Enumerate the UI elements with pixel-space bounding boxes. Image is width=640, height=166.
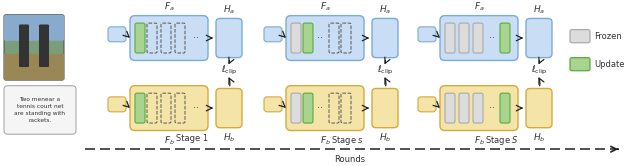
Text: Frozen: Frozen	[594, 32, 621, 41]
Text: Rounds: Rounds	[335, 155, 365, 164]
Text: $\ell_{\rm clip}$: $\ell_{\rm clip}$	[221, 64, 237, 77]
Text: $F_b$: $F_b$	[164, 134, 175, 147]
FancyBboxPatch shape	[526, 18, 552, 58]
Text: $x_b$: $x_b$	[422, 99, 432, 110]
Text: $\ell_{\rm clip}$: $\ell_{\rm clip}$	[377, 64, 394, 77]
FancyBboxPatch shape	[264, 27, 282, 42]
FancyBboxPatch shape	[500, 23, 510, 53]
Text: Update: Update	[594, 60, 625, 69]
FancyBboxPatch shape	[418, 27, 436, 42]
Text: $H_b$: $H_b$	[379, 131, 391, 144]
Text: $F_a$: $F_a$	[319, 0, 330, 13]
FancyBboxPatch shape	[445, 93, 455, 123]
Text: $H_a$: $H_a$	[223, 3, 235, 16]
Text: ··: ··	[489, 103, 495, 113]
FancyBboxPatch shape	[459, 23, 469, 53]
FancyBboxPatch shape	[303, 93, 313, 123]
Text: $F_b$: $F_b$	[319, 134, 330, 147]
Text: $F_a$: $F_a$	[474, 0, 484, 13]
FancyBboxPatch shape	[473, 93, 483, 123]
Text: ··: ··	[489, 33, 495, 43]
FancyBboxPatch shape	[570, 58, 590, 71]
FancyBboxPatch shape	[216, 18, 242, 58]
FancyBboxPatch shape	[526, 88, 552, 128]
FancyBboxPatch shape	[372, 88, 398, 128]
Text: $x_a$: $x_a$	[112, 29, 122, 40]
FancyBboxPatch shape	[4, 86, 76, 134]
Text: $F_b$: $F_b$	[474, 134, 484, 147]
Text: Stage $S$: Stage $S$	[485, 134, 519, 147]
FancyBboxPatch shape	[459, 93, 469, 123]
FancyBboxPatch shape	[440, 16, 518, 60]
FancyBboxPatch shape	[440, 86, 518, 130]
FancyBboxPatch shape	[372, 18, 398, 58]
Text: $x_a$: $x_a$	[268, 29, 278, 40]
FancyBboxPatch shape	[286, 86, 364, 130]
FancyBboxPatch shape	[108, 97, 126, 112]
FancyBboxPatch shape	[500, 93, 510, 123]
Text: $H_a$: $H_a$	[533, 3, 545, 16]
FancyBboxPatch shape	[4, 15, 64, 41]
FancyBboxPatch shape	[570, 30, 590, 43]
Text: $F_a$: $F_a$	[164, 0, 174, 13]
FancyBboxPatch shape	[303, 23, 313, 53]
Text: ··: ··	[193, 33, 199, 43]
Text: $x_b$: $x_b$	[112, 99, 122, 110]
FancyBboxPatch shape	[4, 54, 64, 80]
FancyBboxPatch shape	[108, 27, 126, 42]
FancyBboxPatch shape	[19, 25, 29, 67]
FancyBboxPatch shape	[286, 16, 364, 60]
FancyBboxPatch shape	[135, 93, 145, 123]
FancyBboxPatch shape	[135, 23, 145, 53]
Text: $H_b$: $H_b$	[223, 131, 236, 144]
FancyBboxPatch shape	[130, 16, 208, 60]
Text: ··: ··	[317, 103, 323, 113]
FancyBboxPatch shape	[291, 93, 301, 123]
Text: $H_b$: $H_b$	[532, 131, 545, 144]
FancyBboxPatch shape	[445, 23, 455, 53]
Text: Stage $s$: Stage $s$	[332, 134, 365, 147]
FancyBboxPatch shape	[418, 97, 436, 112]
FancyBboxPatch shape	[39, 25, 49, 67]
Text: Two menear a
tennis court net
are standing with
rackets.: Two menear a tennis court net are standi…	[15, 97, 65, 123]
FancyBboxPatch shape	[264, 97, 282, 112]
Text: $x_b$: $x_b$	[268, 99, 278, 110]
FancyBboxPatch shape	[130, 86, 208, 130]
Text: ··: ··	[193, 103, 199, 113]
FancyBboxPatch shape	[473, 23, 483, 53]
Text: $H_a$: $H_a$	[379, 3, 391, 16]
FancyBboxPatch shape	[216, 88, 242, 128]
Text: $\ell_{\rm clip}$: $\ell_{\rm clip}$	[531, 64, 547, 77]
FancyBboxPatch shape	[291, 23, 301, 53]
Text: ··: ··	[317, 33, 323, 43]
Text: $x_a$: $x_a$	[422, 29, 432, 40]
FancyBboxPatch shape	[4, 15, 64, 80]
Text: Stage 1: Stage 1	[176, 134, 208, 143]
